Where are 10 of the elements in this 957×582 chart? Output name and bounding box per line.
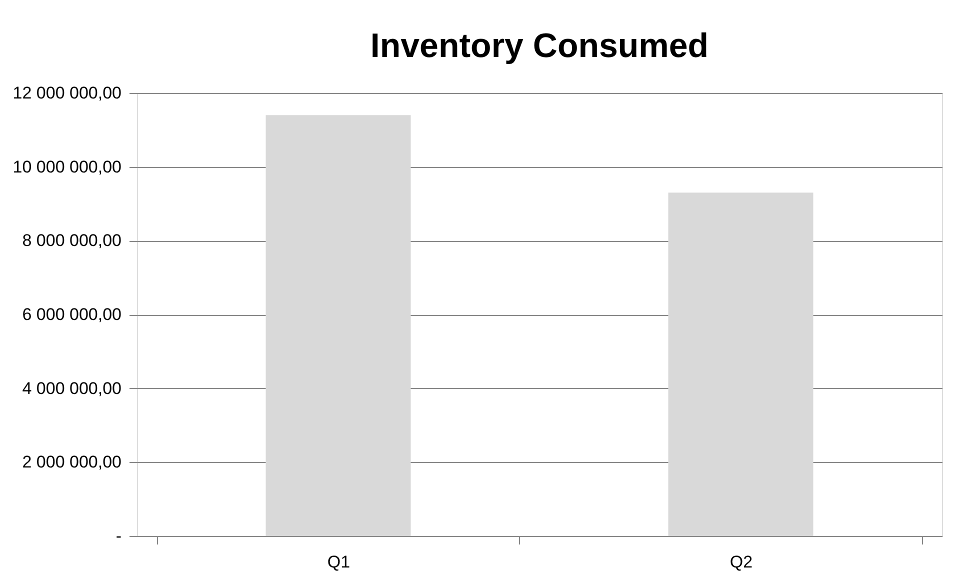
chart-title: Inventory Consumed <box>370 27 709 65</box>
y-tick-label: 4 000 000,00 <box>22 378 122 398</box>
y-tick-label: 10 000 000,00 <box>12 157 122 176</box>
x-tick-label: Q1 <box>327 552 350 572</box>
y-tick-label: 12 000 000,00 <box>12 84 122 102</box>
y-tick-label: 2 000 000,00 <box>22 452 122 472</box>
y-tick-label: 8 000 000,00 <box>22 231 122 250</box>
x-tick-label: Q2 <box>730 552 753 572</box>
y-tick-label: - <box>116 526 122 546</box>
y-tick-label: 6 000 000,00 <box>22 305 122 324</box>
